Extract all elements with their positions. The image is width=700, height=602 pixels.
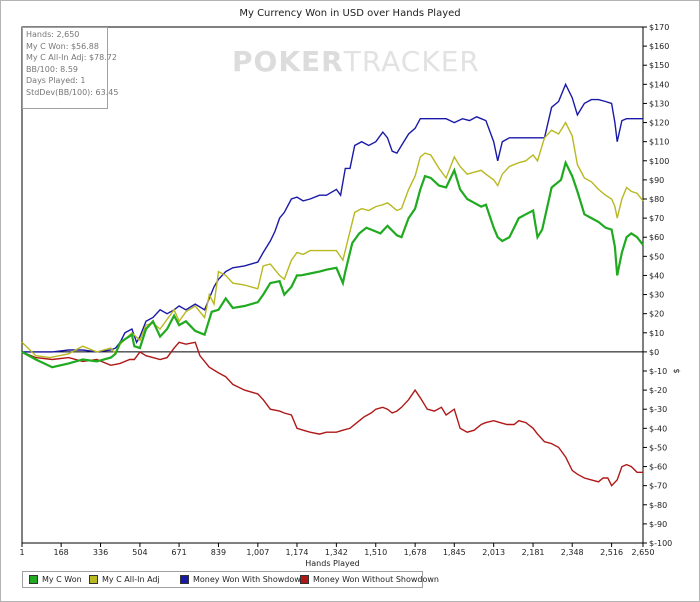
x-tick-label: 1,174 <box>286 548 309 557</box>
y-tick-label: $0 <box>649 348 659 357</box>
series-line-my-c-all-in-adj <box>21 121 644 359</box>
x-tick-label: 2,650 <box>632 548 655 557</box>
y-tick-label: $50 <box>649 252 664 261</box>
chart-legend: My C Won My C All-In Adj Money Won With … <box>22 571 439 588</box>
y-tick-label: $-70 <box>649 482 667 491</box>
legend-item-with-showdown: Money Won With Showdown <box>180 575 306 584</box>
y-tick-label: $90 <box>649 176 664 185</box>
x-tick-label: 2,181 <box>522 548 545 557</box>
x-tick-label: 671 <box>171 548 186 557</box>
y-tick-label: $150 <box>649 61 669 70</box>
stat-hands: Hands: 2,650 <box>26 30 80 39</box>
legend-swatch <box>180 575 189 584</box>
series-line-my-c-won <box>21 159 644 369</box>
stat-stddev: StdDev(BB/100): 63.45 <box>26 87 119 97</box>
legend-item-my-c-won: My C Won <box>29 575 82 584</box>
x-tick-label: 1,342 <box>325 548 348 557</box>
series-line-money-won-with-showdown <box>22 82 643 353</box>
stats-box: Hands: 2,650 My C Won: $56.88 My C All-I… <box>22 27 119 109</box>
y-tick-label: $10 <box>649 329 664 338</box>
y-tick-label: $120 <box>649 119 669 128</box>
watermark-thin: TRACKER <box>343 45 480 78</box>
y-tick-label: $-10 <box>649 367 667 376</box>
stat-won: My C Won: $56.88 <box>26 41 99 51</box>
x-tick-label: 2,348 <box>561 548 584 557</box>
y-axis-label: $ <box>672 368 681 373</box>
x-tick-label: 1,007 <box>246 548 269 557</box>
x-tick-label: 168 <box>54 548 69 557</box>
x-axis-label: Hands Played <box>305 559 359 568</box>
legend-label: Money Won Without Showdown <box>313 575 439 584</box>
y-tick-label: $-100 <box>649 539 672 548</box>
legend-label: My C All-In Adj <box>102 575 160 584</box>
plot-border <box>21 26 644 544</box>
pokertracker-watermark: POKERTRACKER <box>232 45 480 78</box>
y-tick-label: $170 <box>649 23 669 32</box>
stat-bb100: BB/100: 8.59 <box>26 64 78 74</box>
x-tick-label: 1 <box>19 548 24 557</box>
x-tick-label: 2,516 <box>600 548 623 557</box>
legend-label: My C Won <box>42 575 82 584</box>
y-tick-label: $-20 <box>649 386 667 395</box>
y-tick-label: $-60 <box>649 463 667 472</box>
y-tick-label: $-50 <box>649 443 667 452</box>
watermark-bold: POKER <box>232 45 344 78</box>
legend-swatch <box>300 575 309 584</box>
x-tick-label: 336 <box>93 548 108 557</box>
y-tick-label: $110 <box>649 138 669 147</box>
y-tick-label: $-40 <box>649 424 667 433</box>
x-tick-label: 839 <box>211 548 226 557</box>
legend-swatch <box>29 575 38 584</box>
y-tick-label: $-30 <box>649 405 667 414</box>
legend-item-all-in-adj: My C All-In Adj <box>89 575 160 584</box>
y-tick-label: $70 <box>649 214 664 223</box>
x-tick-label: 1,678 <box>404 548 427 557</box>
y-tick-label: $160 <box>649 42 669 51</box>
x-tick-label: 2,013 <box>482 548 505 557</box>
y-tick-label: $40 <box>649 271 664 280</box>
y-tick-label: $130 <box>649 99 669 108</box>
x-tick-label: 1,510 <box>364 548 387 557</box>
chart-title: My Currency Won in USD over Hands Played <box>239 8 461 19</box>
y-tick-label: $100 <box>649 157 669 166</box>
y-tick-label: $140 <box>649 80 669 89</box>
y-tick-label: $80 <box>649 195 664 204</box>
y-tick-label: $-90 <box>649 520 667 529</box>
legend-item-without-showdown: Money Won Without Showdown <box>300 575 439 584</box>
y-tick-label: $30 <box>649 291 664 300</box>
series-line-money-won-without-showdown <box>21 341 643 487</box>
y-tick-label: $60 <box>649 233 664 242</box>
x-tick-label: 504 <box>132 548 147 557</box>
y-tick-label: $20 <box>649 310 664 319</box>
stat-all-in-adj: My C All-In Adj: $78.72 <box>26 53 117 63</box>
stat-days-played: Days Played: 1 <box>26 76 86 86</box>
x-tick-label: 1,845 <box>443 548 466 557</box>
legend-swatch <box>89 575 98 584</box>
legend-label: Money Won With Showdown <box>193 575 306 584</box>
y-tick-label: $-80 <box>649 501 667 510</box>
